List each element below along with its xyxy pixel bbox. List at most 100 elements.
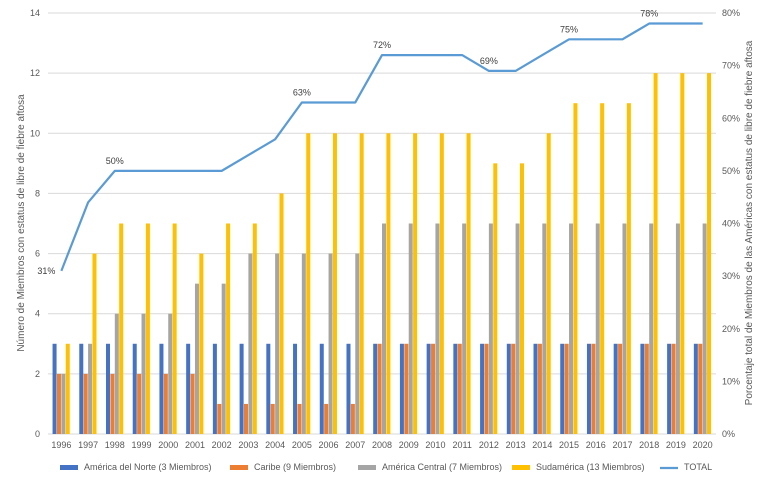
bar: [159, 343, 164, 434]
bar: [346, 343, 351, 434]
bar: [221, 283, 226, 434]
y-tick-label: 10: [30, 128, 40, 138]
x-tick-label: 2007: [345, 440, 365, 450]
x-tick-label: 1999: [132, 440, 152, 450]
bar: [270, 403, 275, 434]
bar: [439, 133, 444, 435]
bar: [667, 343, 672, 434]
y-tick-label: 14: [30, 8, 40, 18]
bar: [515, 223, 520, 434]
bar: [480, 343, 485, 434]
bar: [172, 223, 177, 434]
bar: [533, 343, 538, 434]
bar: [244, 403, 248, 434]
bar: [275, 253, 280, 434]
bar: [266, 343, 271, 434]
bar: [328, 253, 333, 434]
y2-axis-title: Porcentaje total de Miembros de las Amér…: [744, 40, 755, 405]
x-tick-label: 2013: [506, 440, 526, 450]
x-tick-label: 1997: [78, 440, 98, 450]
bar: [413, 133, 418, 435]
bar: [431, 343, 436, 434]
y-axis-title: Número de Miembros con estatus de libre …: [16, 94, 27, 352]
bar: [404, 343, 409, 434]
x-tick-label: 2020: [693, 440, 713, 450]
x-tick-label: 2004: [265, 440, 285, 450]
y2-tick-label: 70%: [722, 61, 740, 71]
y-tick-label: 12: [30, 68, 40, 78]
x-tick-label: 2003: [238, 440, 258, 450]
x-tick-label: 2019: [666, 440, 686, 450]
legend-swatch: [512, 465, 530, 470]
bar: [573, 103, 578, 434]
bar: [386, 133, 391, 435]
bar: [569, 223, 574, 434]
bar: [644, 343, 649, 434]
x-tick-label: 2008: [372, 440, 392, 450]
y-tick-label: 2: [35, 369, 40, 379]
x-tick-label: 2011: [452, 440, 471, 450]
y2-tick-label: 30%: [722, 271, 740, 281]
line-data-label: 31%: [37, 266, 55, 276]
bar: [537, 343, 542, 434]
line-data-label: 72%: [373, 40, 391, 50]
bar: [618, 343, 623, 434]
bar: [301, 253, 306, 434]
bar: [132, 343, 137, 434]
bar: [56, 373, 61, 434]
bar: [332, 133, 337, 435]
x-tick-label: 2015: [559, 440, 579, 450]
bar: [586, 343, 591, 434]
line-data-label: 78%: [640, 9, 658, 19]
bar: [453, 343, 458, 434]
y-tick-label: 0: [35, 429, 40, 439]
line-data-label: 69%: [480, 56, 498, 66]
x-tick-label: 2012: [479, 440, 499, 450]
line-data-label: 75%: [560, 24, 578, 34]
bar: [119, 223, 124, 434]
bar: [92, 253, 97, 434]
total-line-series: [60, 22, 703, 272]
line-data-labels: 31% 50% 63% 72% 69% 75% 78%: [37, 9, 658, 276]
bar: [399, 343, 404, 434]
y2-tick-label: 50%: [722, 166, 740, 176]
legend-label: TOTAL: [684, 462, 712, 472]
x-tick-label: 2000: [158, 440, 178, 450]
y2-tick-label: 80%: [722, 8, 740, 18]
bar: [560, 343, 565, 434]
bar: [613, 343, 618, 434]
bar: [466, 133, 471, 435]
x-tick-label: 2010: [425, 440, 445, 450]
bar: [297, 403, 302, 434]
bar: [702, 223, 707, 434]
bar: [649, 223, 654, 434]
y2-tick-label: 40%: [722, 219, 740, 229]
bar: [626, 103, 631, 434]
y-tick-label: 6: [35, 249, 40, 259]
bar: [306, 133, 311, 435]
legend: América del Norte (3 Miembros) Caribe (9 …: [60, 462, 712, 472]
bar: [190, 373, 195, 434]
x-axis: 1996 1997 1998 1999 2000 2001 2002 2003 2004 2005…: [51, 440, 712, 450]
bar: [88, 343, 93, 434]
bar: [248, 253, 253, 434]
bar: [506, 343, 511, 434]
bar: [382, 223, 386, 434]
bar: [542, 223, 547, 434]
bar-series: [52, 73, 712, 435]
bar: [488, 223, 493, 434]
bar: [239, 343, 244, 434]
bar: [212, 343, 217, 434]
bar: [324, 403, 329, 434]
bar: [377, 343, 382, 434]
x-tick-label: 1998: [105, 440, 125, 450]
bar: [707, 73, 712, 435]
bar: [61, 373, 66, 434]
bar: [408, 223, 413, 434]
x-tick-label: 2001: [185, 440, 205, 450]
legend-swatch: [358, 465, 376, 470]
bar: [83, 373, 88, 434]
bar: [680, 73, 685, 435]
x-tick-label: 2006: [319, 440, 339, 450]
bar: [252, 223, 257, 434]
